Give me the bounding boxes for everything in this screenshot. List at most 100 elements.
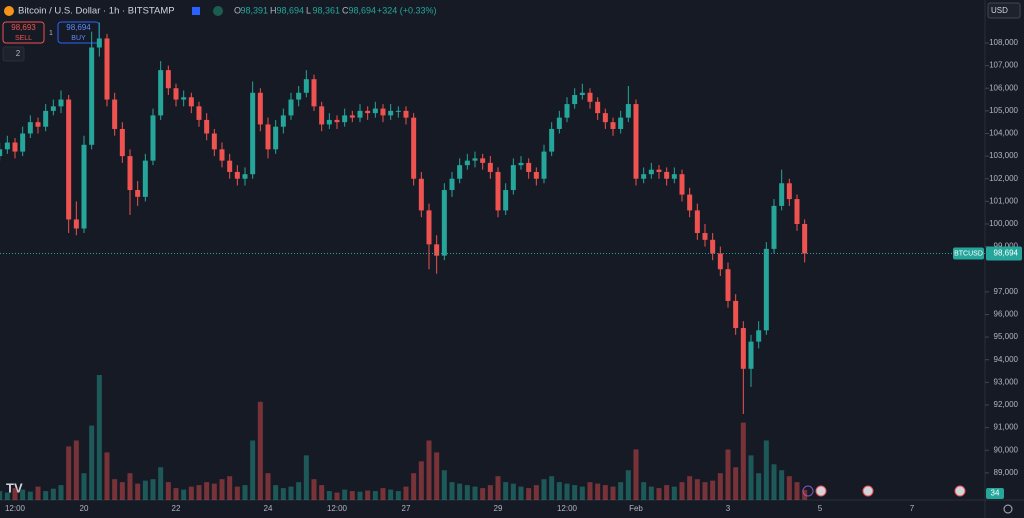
candle-body	[610, 122, 616, 129]
symbol-badge-label: BTCUSD	[954, 250, 983, 257]
indicators-toggle[interactable]	[2, 46, 25, 62]
ohlc-value: 98,391	[241, 5, 269, 15]
candle-body	[434, 244, 440, 256]
candle-body	[495, 171, 501, 211]
volume-bar	[549, 476, 555, 500]
y-tick-label: 103,000	[989, 151, 1018, 160]
volume-bar	[0, 491, 3, 500]
volume-bar	[671, 486, 677, 500]
price-badge-label: 98,694	[994, 249, 1019, 258]
volume-bar	[158, 467, 164, 500]
volume-bar	[664, 485, 670, 500]
volume-bar	[181, 489, 187, 500]
candle-body	[572, 95, 578, 105]
y-tick-label: 89,000	[994, 468, 1019, 477]
currency-button[interactable]	[987, 2, 1021, 19]
volume-bar	[89, 425, 95, 500]
volume-bar	[349, 491, 355, 500]
y-tick-label: 107,000	[989, 61, 1018, 70]
candle-body	[725, 269, 731, 301]
candle-body	[357, 110, 363, 118]
candle-body	[372, 108, 378, 114]
spread: 1	[49, 30, 53, 37]
volume-bar	[779, 470, 785, 500]
volume-bar	[303, 455, 309, 500]
volume-bar	[96, 375, 102, 500]
volume-bar	[572, 485, 578, 500]
candle-body	[58, 99, 64, 107]
candle-body	[219, 149, 225, 161]
y-tick-label: 91,000	[994, 423, 1019, 432]
volume-bar	[656, 488, 662, 500]
candle-body	[786, 183, 792, 200]
sell-button[interactable]	[2, 21, 45, 44]
candle-body	[441, 190, 447, 256]
candle-body	[472, 158, 478, 161]
event-icon[interactable]	[802, 485, 814, 497]
candle-body	[763, 248, 769, 331]
volume-bar	[503, 482, 509, 500]
candle-body	[595, 101, 601, 114]
candle-body	[104, 38, 110, 100]
volume-bar	[4, 492, 10, 500]
candle-body	[311, 79, 317, 107]
event-icon[interactable]	[815, 485, 827, 497]
candle-body	[388, 110, 394, 116]
volume-bar	[648, 486, 654, 500]
volume-bar	[257, 401, 263, 500]
y-tick-label: 90,000	[994, 445, 1019, 454]
volume-bar	[365, 490, 371, 500]
volume-bar	[227, 476, 233, 500]
x-tick-label: 22	[172, 504, 181, 513]
candle-body	[664, 171, 670, 179]
symbol-title: Bitcoin / U.S. Dollar · 1h · BITSTAMP	[18, 6, 175, 17]
y-tick-label: 93,000	[994, 377, 1019, 386]
candle-body	[687, 194, 693, 211]
y-tick-label: 96,000	[994, 310, 1019, 319]
ohlc-key: O	[234, 5, 241, 15]
volume-bar	[127, 473, 133, 500]
settings-icon[interactable]	[1003, 504, 1013, 514]
candle-body	[334, 119, 340, 123]
candle-body	[748, 341, 754, 369]
candle-body	[403, 110, 409, 118]
volume-bar	[43, 491, 49, 500]
flag-icon[interactable]	[192, 7, 200, 15]
candle-body	[794, 199, 800, 224]
volume-bar	[725, 449, 731, 500]
volume-bar	[786, 476, 792, 500]
candle-body	[418, 178, 424, 211]
event-icon[interactable]	[862, 485, 874, 497]
volume-bar	[457, 483, 463, 500]
logo[interactable]: TV	[6, 480, 23, 495]
volume-bar	[449, 482, 455, 500]
volume-bar	[265, 473, 271, 500]
event-icon[interactable]	[954, 485, 966, 497]
candle-body	[549, 128, 555, 152]
indicators-count: 2	[16, 49, 21, 58]
candle-body	[303, 79, 309, 93]
candle-body	[365, 110, 371, 114]
candle-body	[411, 117, 417, 179]
candle-body	[457, 165, 463, 179]
candle-body	[196, 106, 202, 120]
volume-bar	[733, 467, 739, 500]
ohlc-value: 98,694	[349, 5, 377, 15]
volume-bar	[372, 491, 378, 500]
y-tick-label: 108,000	[989, 38, 1018, 47]
candle-body	[43, 110, 49, 127]
candle-body	[395, 110, 401, 112]
volume-bar	[135, 483, 141, 500]
candle-body	[273, 126, 279, 150]
candle-body	[142, 160, 148, 197]
volume-bar	[50, 488, 56, 500]
candle-body	[211, 133, 217, 150]
volume-bar	[702, 482, 708, 500]
volume-bar	[687, 476, 693, 500]
volume-bar	[802, 489, 808, 500]
candle-body	[50, 106, 56, 111]
status-icon	[213, 6, 223, 16]
volume-bar	[204, 482, 210, 500]
volume-bar	[20, 489, 26, 500]
candle-body	[510, 165, 516, 191]
